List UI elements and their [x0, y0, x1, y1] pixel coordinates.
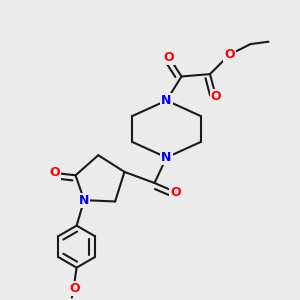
Text: O: O	[211, 90, 221, 103]
Text: O: O	[49, 167, 60, 179]
Text: O: O	[164, 50, 174, 64]
Text: N: N	[161, 94, 172, 107]
Text: O: O	[69, 282, 80, 295]
Text: N: N	[161, 151, 172, 164]
Text: N: N	[79, 194, 89, 207]
Text: O: O	[170, 185, 181, 199]
Text: O: O	[224, 48, 235, 61]
